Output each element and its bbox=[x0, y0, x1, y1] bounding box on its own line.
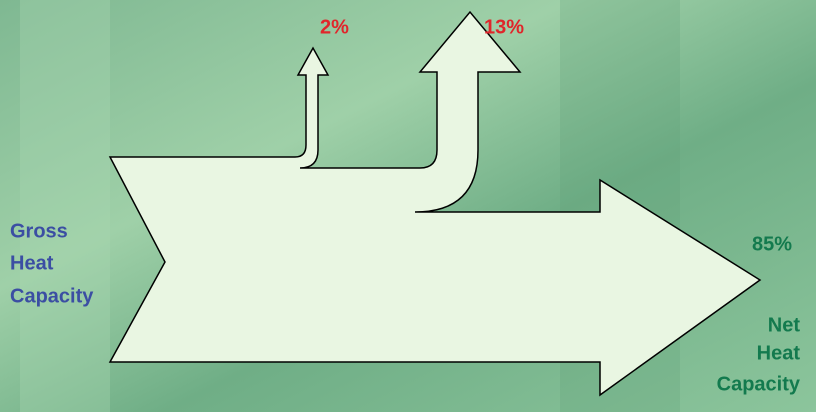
flow-label: 85% bbox=[752, 233, 792, 255]
flow-label: 13% bbox=[484, 16, 524, 38]
target-label: Net bbox=[768, 314, 801, 336]
target-label: Capacity bbox=[717, 373, 801, 395]
background-texture bbox=[20, 0, 110, 412]
flow-arrow bbox=[108, 10, 762, 397]
source-label: Gross bbox=[10, 220, 68, 242]
source-label: Heat bbox=[10, 252, 54, 274]
target-label: Heat bbox=[757, 342, 801, 364]
flow-label: 2% bbox=[320, 16, 349, 38]
source-label: Capacity bbox=[10, 285, 94, 307]
